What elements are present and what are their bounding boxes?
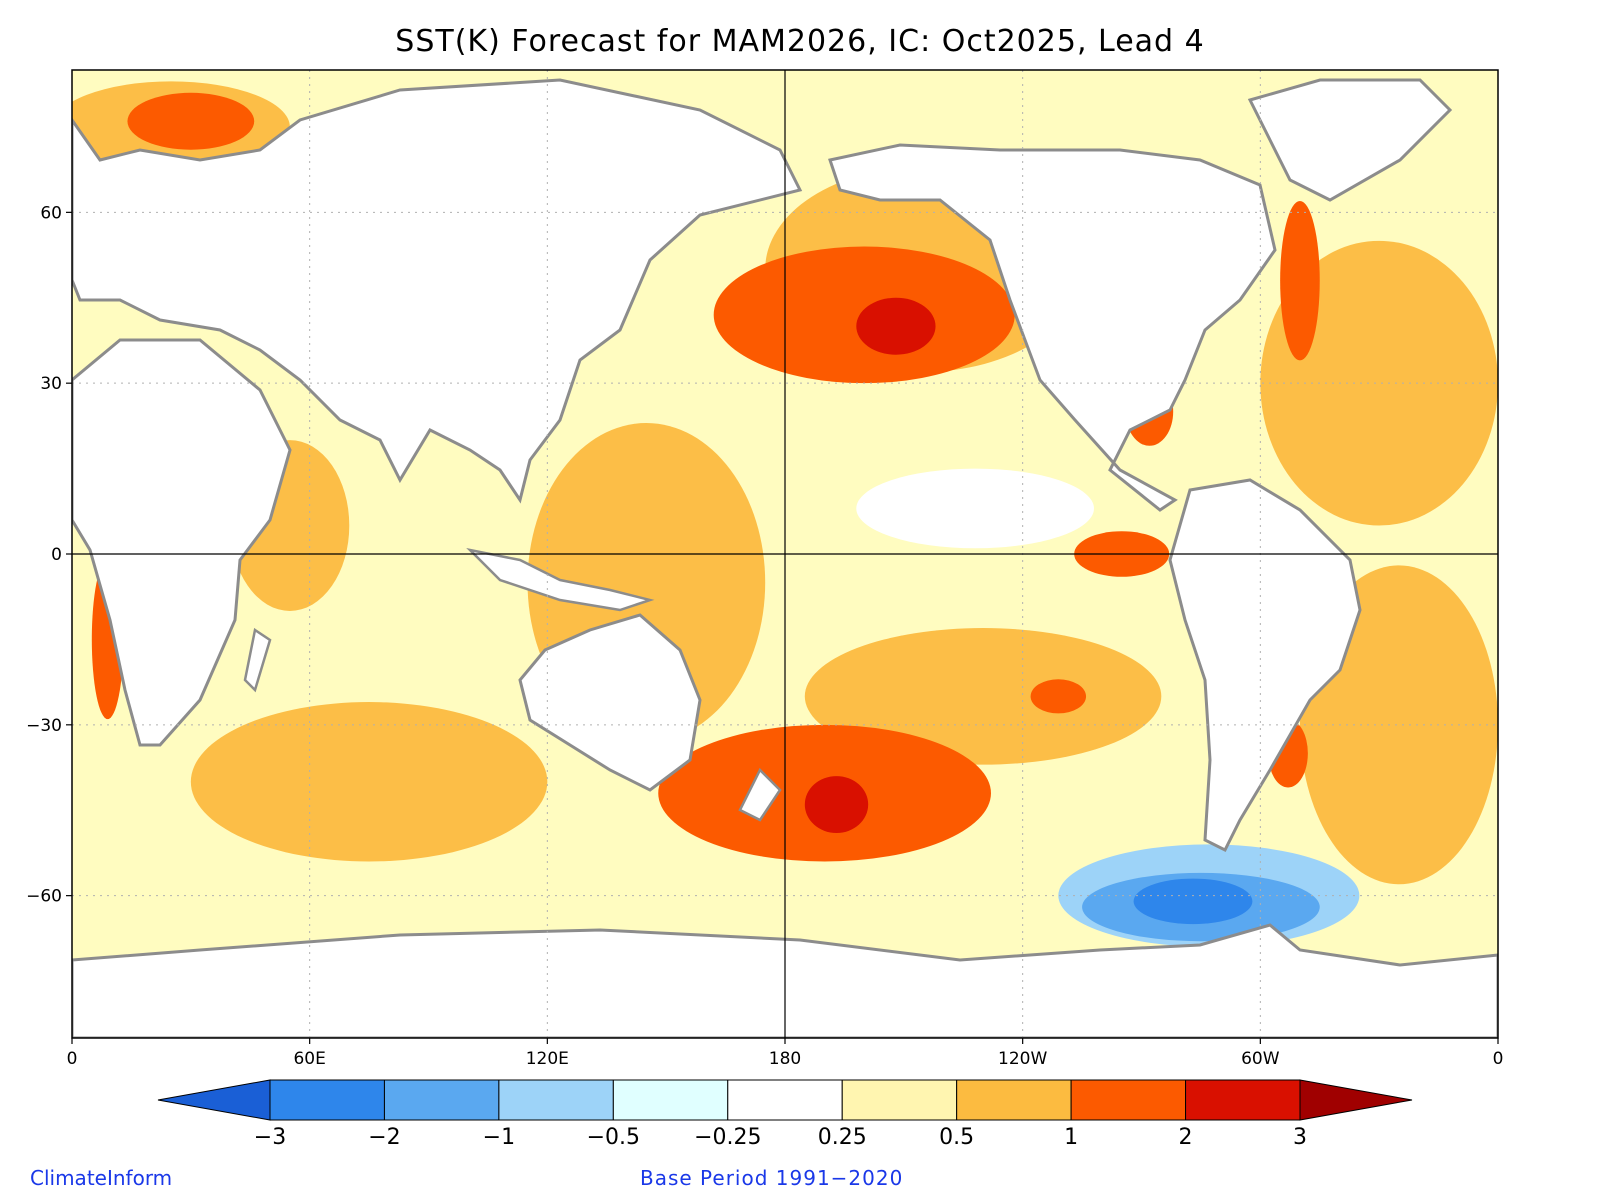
warm-zone-6	[804, 628, 1162, 765]
x-tick-label: 60E	[293, 1049, 325, 1069]
y-tick-label: 60	[40, 203, 62, 223]
colorbar-label: 1	[1064, 1125, 1078, 1150]
barents-anomaly	[127, 92, 255, 150]
north-atlantic-northwest-anomaly	[1280, 200, 1320, 361]
y-tick-label: −60	[26, 887, 62, 907]
credit-label: ClimateInform	[30, 1166, 173, 1190]
y-tick-label: 30	[40, 374, 62, 394]
colorbar-label: −3	[254, 1125, 286, 1150]
sst-anomaly-map: 0 60E 120E 180 120W 60W 0 60 30 0 −30 −60	[26, 69, 1503, 1069]
axis-ticks: 0 60E 120E 180 120W 60W 0 60 30 0 −30 −60	[26, 203, 1503, 1069]
map-title: SST(K) Forecast for MAM2026, IC: Oct2025…	[395, 24, 1205, 59]
southern-ocean-coolest-anomaly	[1133, 878, 1253, 925]
x-tick-label: 0	[1493, 1049, 1504, 1069]
south-america-land	[1168, 478, 1362, 853]
colorbar-swatch	[956, 1079, 1072, 1121]
grid-lines	[72, 70, 1498, 1038]
colorbar-swatch	[1185, 1079, 1301, 1121]
x-tick-label: 120W	[998, 1049, 1047, 1069]
colorbar-high-extend	[1299, 1079, 1413, 1121]
north-america-land	[828, 143, 1277, 512]
colorbar-swatch	[498, 1079, 614, 1121]
colorbar-swatch	[841, 1079, 958, 1121]
australia-land	[518, 613, 702, 792]
greenland-land	[1247, 78, 1453, 202]
central-pacific-neutral-anomaly	[856, 468, 1094, 549]
colorbar-label: −2	[368, 1125, 400, 1150]
y-tick-label: −30	[26, 716, 62, 736]
madagascar-land	[243, 627, 272, 693]
colorbar-swatch	[269, 1079, 385, 1121]
colorbar-label: −0.5	[587, 1125, 640, 1150]
africa-land	[72, 338, 292, 747]
colorbar-swatch	[727, 1079, 843, 1121]
colorbar-label: 0.5	[939, 1125, 974, 1150]
south-pacific-spot-anomaly	[1030, 679, 1087, 714]
warm-zone-1	[190, 702, 548, 862]
warm-zone-3	[1260, 240, 1498, 526]
colorbar-swatch	[612, 1079, 729, 1121]
colorbar-label: 0.25	[818, 1125, 867, 1150]
colorbar-label: −1	[483, 1125, 515, 1150]
x-tick-label: 60W	[1241, 1049, 1280, 1069]
colorbar-label: 3	[1293, 1125, 1307, 1150]
anomaly-field	[72, 81, 1498, 947]
indonesia-land	[466, 547, 655, 612]
colorbar-label: −0.25	[694, 1125, 761, 1150]
eurasia-land	[72, 78, 803, 504]
colorbar-low-extend	[157, 1079, 271, 1121]
x-tick-label: 120E	[526, 1049, 569, 1069]
colorbar-label: 2	[1179, 1125, 1193, 1150]
tasman-peak-anomaly	[804, 776, 869, 834]
north-pacific-peak-anomaly	[856, 297, 936, 355]
base-period-label: Base Period 1991−2020	[640, 1166, 904, 1190]
x-tick-label: 180	[769, 1049, 801, 1069]
x-tick-label: 0	[67, 1049, 78, 1069]
new-zealand-land	[738, 767, 782, 822]
colorbar-swatch	[383, 1079, 500, 1121]
colorbar-swatch	[1070, 1079, 1187, 1121]
y-tick-label: 0	[51, 545, 62, 565]
